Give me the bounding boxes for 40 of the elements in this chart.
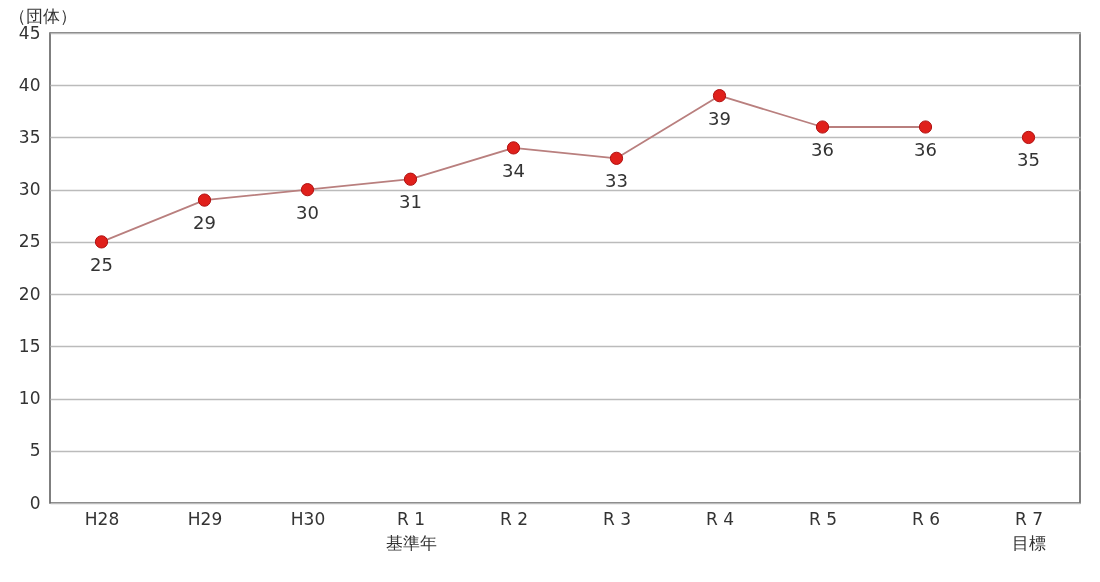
point [609,151,624,165]
y-tick-label: 20 [18,283,41,304]
y-tick-label: 35 [18,126,41,147]
y-axis-title: （団体） [8,5,77,26]
point [300,183,315,197]
data-label: 29 [193,212,216,234]
x-tick-label: H29 [187,508,223,529]
point [94,235,109,249]
x-tick-label: R 2 [499,508,529,529]
data-label: 36 [811,139,834,160]
point [506,141,521,155]
y-tick-label: 10 [18,388,41,409]
x-tick-label: H30 [290,508,326,529]
x-tick-label: R 3 [602,508,632,529]
data-label: 33 [605,170,628,192]
x-tick-label: R 4 [705,508,735,529]
point [1021,130,1036,145]
data-label: 36 [914,139,937,160]
x-tick-label: H28 [84,508,120,529]
x-tick-label: R 6 [911,508,941,529]
point [918,120,933,134]
y-tick-label: 30 [18,179,41,200]
y-tick-label: 40 [18,74,41,95]
x-tick-label: R 1 基準年 [385,508,437,553]
y-tick-label: 0 [29,492,41,513]
y-tick-label: 25 [18,231,41,252]
y-tick-label: 15 [18,335,41,356]
data-label: 39 [708,107,731,129]
data-label: 25 [90,253,113,275]
data-label: 34 [502,159,525,181]
data-label: 31 [399,191,422,213]
point [403,172,418,186]
point [197,193,212,207]
data-label: 30 [296,201,319,223]
y-tick-label: 5 [29,440,41,461]
point [815,120,830,134]
x-tick-label: R 7 目標 [1012,508,1046,553]
point [712,89,727,103]
data-label: 35 [1017,149,1040,171]
x-tick-label: R 5 [808,508,838,529]
